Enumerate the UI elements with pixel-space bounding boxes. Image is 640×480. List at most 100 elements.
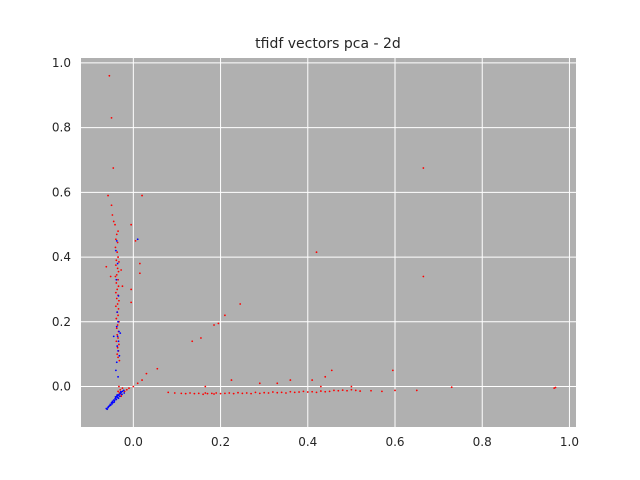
- data-point: [224, 314, 226, 317]
- data-point: [115, 317, 118, 320]
- data-point: [117, 314, 119, 317]
- data-point: [110, 204, 113, 207]
- data-point: [204, 385, 207, 388]
- data-point: [116, 288, 119, 291]
- data-point: [118, 330, 120, 333]
- data-point: [370, 389, 372, 392]
- data-point: [232, 392, 235, 395]
- data-point: [118, 261, 120, 263]
- data-point: [117, 390, 119, 393]
- data-point: [130, 223, 133, 226]
- data-point: [117, 337, 119, 339]
- data-point: [298, 391, 300, 393]
- x-tick-label: 0.4: [298, 435, 317, 449]
- data-point: [114, 223, 116, 226]
- data-point: [319, 385, 322, 388]
- data-point: [119, 390, 122, 393]
- data-point: [350, 388, 353, 391]
- data-point: [118, 359, 121, 362]
- data-point: [115, 233, 118, 236]
- y-tick-label: 0.4: [52, 250, 71, 264]
- chart-title: tfidf vectors pca - 2d: [255, 36, 401, 52]
- data-point: [115, 273, 118, 276]
- data-point: [239, 303, 242, 305]
- data-point: [554, 386, 557, 389]
- data-point: [276, 382, 279, 385]
- data-point: [145, 372, 148, 375]
- data-point: [112, 335, 115, 338]
- data-point: [333, 389, 335, 392]
- data-point: [189, 392, 191, 394]
- data-point: [118, 343, 120, 346]
- data-point: [105, 407, 108, 410]
- data-point: [302, 390, 305, 393]
- data-point: [289, 379, 292, 381]
- data-point: [204, 392, 207, 394]
- data-point: [271, 391, 274, 393]
- data-point: [116, 262, 119, 265]
- data-point: [116, 353, 119, 356]
- data-point: [346, 389, 348, 392]
- data-point: [315, 391, 318, 394]
- data-point: [109, 275, 112, 278]
- data-point: [111, 214, 114, 216]
- data-point: [107, 405, 110, 408]
- data-point: [130, 288, 133, 291]
- x-tick-label: 0.2: [211, 435, 230, 449]
- data-point: [210, 392, 213, 395]
- data-point: [117, 397, 120, 400]
- data-point: [115, 327, 118, 330]
- data-point: [280, 391, 283, 394]
- data-point: [224, 392, 226, 395]
- data-point: [114, 275, 117, 278]
- data-point: [267, 392, 270, 394]
- data-point: [118, 299, 120, 302]
- data-point: [391, 369, 394, 372]
- data-point: [359, 390, 362, 392]
- data-point: [114, 305, 117, 308]
- data-point: [415, 389, 418, 392]
- data-point: [114, 369, 117, 372]
- data-point: [230, 379, 233, 381]
- data-point: [341, 389, 344, 391]
- data-point: [119, 388, 122, 391]
- x-tick-label: 0.0: [124, 435, 143, 449]
- data-point: [422, 167, 425, 169]
- data-point: [117, 320, 119, 323]
- data-point: [285, 392, 287, 394]
- data-point: [197, 392, 200, 395]
- series-1: [105, 238, 139, 411]
- data-point: [136, 238, 139, 241]
- data-point: [114, 291, 117, 294]
- data-point: [114, 249, 117, 252]
- data-point: [115, 239, 118, 242]
- x-tick-label: 0.8: [473, 435, 492, 449]
- y-tick-label: 0.2: [52, 315, 71, 329]
- data-point: [202, 393, 205, 396]
- data-point: [337, 389, 340, 392]
- data-point: [115, 340, 118, 343]
- data-point: [117, 356, 119, 359]
- data-point: [114, 246, 117, 249]
- data-point: [215, 392, 218, 394]
- data-point: [117, 270, 120, 273]
- data-point: [117, 230, 119, 233]
- data-point: [293, 391, 296, 394]
- data-point: [213, 324, 215, 326]
- data-point: [422, 275, 425, 278]
- data-point: [117, 256, 119, 258]
- data-point: [130, 301, 133, 304]
- y-tick-label: 1.0: [52, 56, 71, 70]
- data-point: [121, 285, 124, 288]
- data-point: [116, 267, 119, 270]
- data-point: [113, 401, 116, 403]
- x-tick-label: 0.6: [385, 435, 404, 449]
- data-point: [141, 194, 143, 197]
- data-point: [311, 379, 314, 381]
- data-point: [228, 392, 231, 394]
- data-point: [117, 307, 120, 310]
- data-point: [241, 392, 244, 395]
- plot-area: [81, 58, 576, 427]
- data-point: [311, 390, 314, 393]
- data-point: [108, 74, 111, 77]
